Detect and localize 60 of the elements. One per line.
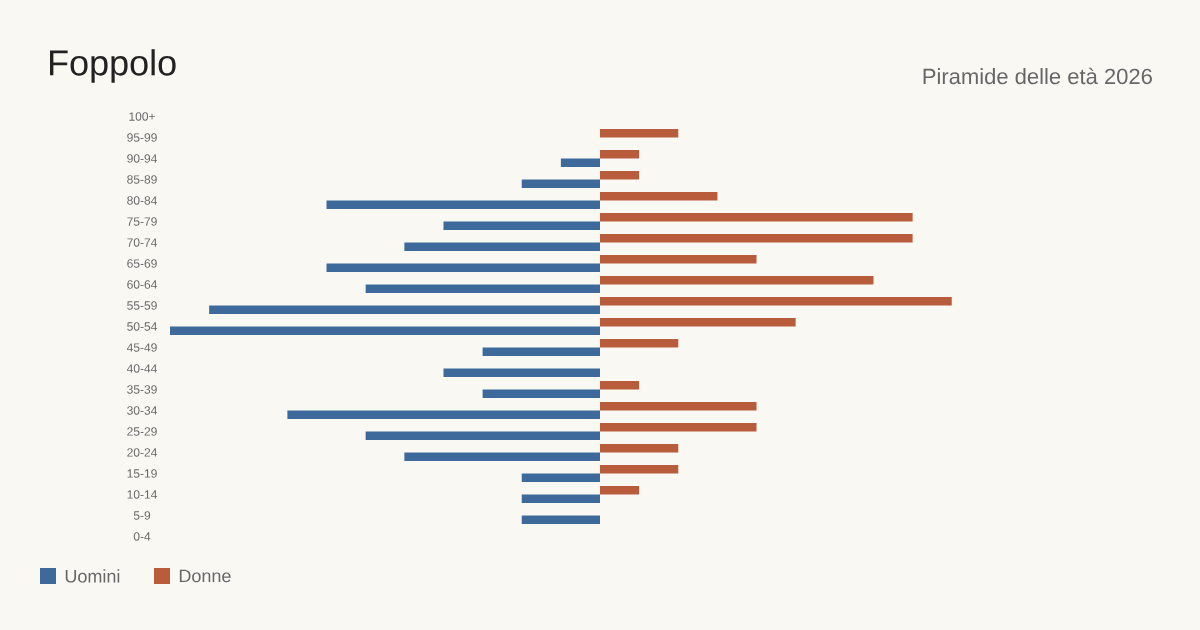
- y-tick-label: 75-79: [127, 217, 157, 226]
- bar: [600, 485, 640, 495]
- y-tick-label: 40-44: [126, 364, 158, 373]
- bar: [600, 150, 640, 159]
- bar: [600, 402, 757, 411]
- bar: [600, 318, 796, 327]
- bar: [209, 305, 601, 314]
- bar: [600, 234, 913, 243]
- bar: [600, 464, 679, 474]
- y-tick-label: 5-9: [133, 511, 151, 520]
- bar: [326, 200, 601, 209]
- bar: [600, 381, 640, 390]
- y-tick-label: 95-99: [127, 133, 157, 142]
- bar: [365, 284, 601, 293]
- y-tick-label: 55-59: [127, 301, 157, 310]
- y-tick-label: 25-29: [127, 427, 157, 436]
- y-tick-label: 90-94: [127, 154, 158, 163]
- y-tick-label: 45-49: [126, 343, 157, 352]
- bar: [600, 443, 679, 453]
- bar: [521, 515, 601, 524]
- bar: [287, 410, 601, 419]
- legend-label: Donne: [179, 569, 231, 583]
- bar: [600, 297, 952, 306]
- bar: [365, 431, 601, 440]
- y-tick-label: 0-4: [133, 532, 151, 541]
- bar: [482, 389, 601, 398]
- bar: [170, 326, 601, 335]
- legend-label: Uomini: [65, 569, 120, 583]
- bar: [600, 339, 679, 348]
- bar: [600, 192, 718, 201]
- y-tick-label: 50-54: [127, 322, 158, 331]
- bar: [600, 255, 757, 264]
- y-tick-label: 70-74: [127, 238, 158, 247]
- y-tick-label: 15-19: [127, 469, 157, 478]
- text: Piramide delle età 2026: [923, 67, 1152, 85]
- y-tick-label: 80-84: [127, 196, 158, 205]
- bar: [521, 179, 601, 188]
- y-tick-label: 20-24: [127, 448, 158, 457]
- y-tick-label: 10-14: [127, 490, 158, 499]
- y-tick-label: 30-34: [127, 406, 158, 415]
- chart-title: Foppolo: [50, 49, 176, 83]
- bar: [600, 129, 679, 138]
- y-tick-label: 85-89: [127, 175, 157, 184]
- bar: [600, 423, 757, 432]
- bar: [600, 171, 640, 180]
- y-tick-label: 35-39: [127, 385, 157, 394]
- y-tick-label: 65-69: [127, 259, 157, 268]
- bar: [404, 452, 601, 461]
- bar: [560, 158, 601, 167]
- y-tick-label: 60-64: [127, 280, 158, 289]
- bar: [404, 242, 601, 251]
- bar: [443, 221, 601, 230]
- bar: [482, 347, 601, 356]
- y-tick-label: 100+: [129, 112, 155, 121]
- bar: [600, 213, 913, 222]
- bar: [443, 368, 601, 377]
- bar: [521, 473, 601, 482]
- bar: [326, 263, 601, 272]
- bar: [521, 494, 601, 503]
- bar: [600, 276, 874, 285]
